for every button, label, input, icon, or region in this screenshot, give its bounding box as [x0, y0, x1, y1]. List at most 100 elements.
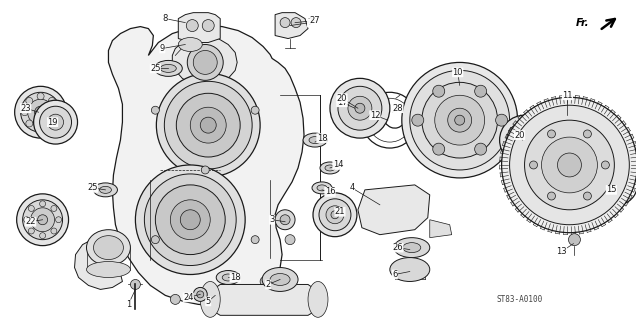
- Ellipse shape: [193, 51, 217, 74]
- Ellipse shape: [21, 109, 28, 116]
- Text: 21: 21: [334, 207, 345, 216]
- Ellipse shape: [475, 85, 487, 97]
- Ellipse shape: [131, 279, 140, 289]
- Ellipse shape: [55, 217, 62, 223]
- Ellipse shape: [448, 108, 471, 132]
- Text: Fr.: Fr.: [576, 18, 589, 28]
- Ellipse shape: [37, 93, 44, 100]
- Ellipse shape: [31, 208, 55, 232]
- Ellipse shape: [309, 137, 321, 144]
- Ellipse shape: [390, 258, 430, 282]
- Ellipse shape: [190, 107, 226, 143]
- Ellipse shape: [313, 193, 357, 237]
- Ellipse shape: [325, 165, 335, 171]
- Ellipse shape: [48, 120, 55, 127]
- Ellipse shape: [422, 82, 497, 158]
- Ellipse shape: [87, 261, 131, 277]
- Text: 28: 28: [392, 104, 403, 113]
- Ellipse shape: [27, 99, 54, 125]
- Ellipse shape: [326, 206, 344, 224]
- Ellipse shape: [39, 201, 46, 207]
- Ellipse shape: [215, 297, 225, 307]
- Ellipse shape: [53, 109, 60, 116]
- Ellipse shape: [34, 100, 78, 144]
- Ellipse shape: [20, 92, 61, 132]
- Ellipse shape: [410, 70, 510, 170]
- Ellipse shape: [193, 287, 207, 301]
- Ellipse shape: [186, 20, 198, 32]
- Ellipse shape: [312, 182, 332, 194]
- Ellipse shape: [37, 125, 44, 132]
- Ellipse shape: [197, 291, 204, 298]
- Text: 27: 27: [310, 16, 320, 25]
- Ellipse shape: [547, 192, 555, 200]
- Ellipse shape: [568, 234, 580, 246]
- Ellipse shape: [510, 105, 629, 225]
- Ellipse shape: [433, 143, 445, 155]
- Ellipse shape: [15, 86, 66, 138]
- Ellipse shape: [515, 130, 534, 150]
- Ellipse shape: [170, 294, 180, 304]
- Ellipse shape: [164, 81, 252, 169]
- Text: 8: 8: [162, 14, 168, 23]
- Text: 10: 10: [452, 68, 463, 77]
- Ellipse shape: [308, 282, 328, 317]
- Ellipse shape: [260, 276, 270, 286]
- Ellipse shape: [39, 106, 71, 138]
- Ellipse shape: [557, 153, 582, 177]
- Polygon shape: [210, 284, 318, 315]
- Ellipse shape: [583, 130, 591, 138]
- Ellipse shape: [251, 106, 259, 114]
- Ellipse shape: [34, 106, 47, 118]
- Ellipse shape: [39, 233, 46, 239]
- Ellipse shape: [23, 200, 62, 240]
- Ellipse shape: [28, 205, 34, 212]
- Ellipse shape: [320, 162, 340, 174]
- Text: 3: 3: [269, 215, 275, 224]
- Ellipse shape: [434, 95, 485, 145]
- Ellipse shape: [99, 186, 111, 193]
- Ellipse shape: [176, 93, 240, 157]
- Polygon shape: [275, 13, 308, 38]
- Ellipse shape: [291, 18, 301, 28]
- Text: 22: 22: [25, 217, 36, 226]
- Ellipse shape: [403, 243, 421, 252]
- Ellipse shape: [455, 115, 464, 125]
- Ellipse shape: [394, 238, 430, 258]
- Ellipse shape: [330, 78, 390, 138]
- Text: 6: 6: [392, 270, 397, 279]
- Ellipse shape: [200, 282, 220, 317]
- Ellipse shape: [280, 18, 290, 28]
- Text: 15: 15: [606, 185, 617, 194]
- Polygon shape: [358, 185, 430, 235]
- Polygon shape: [173, 37, 237, 85]
- Ellipse shape: [524, 120, 614, 210]
- Text: 13: 13: [556, 247, 567, 256]
- Ellipse shape: [520, 136, 529, 144]
- Ellipse shape: [152, 106, 159, 114]
- Text: 9: 9: [160, 44, 165, 53]
- Ellipse shape: [26, 120, 33, 127]
- Ellipse shape: [506, 122, 543, 158]
- Ellipse shape: [24, 217, 30, 223]
- Ellipse shape: [338, 86, 382, 130]
- Ellipse shape: [402, 62, 518, 178]
- Text: 25: 25: [87, 183, 97, 192]
- Ellipse shape: [251, 236, 259, 244]
- Text: 2: 2: [266, 280, 271, 289]
- Ellipse shape: [303, 133, 327, 147]
- Ellipse shape: [26, 98, 33, 104]
- Ellipse shape: [355, 103, 365, 113]
- Ellipse shape: [161, 64, 176, 72]
- Ellipse shape: [529, 161, 538, 169]
- Ellipse shape: [331, 211, 339, 219]
- Text: ST83-A0100: ST83-A0100: [496, 295, 543, 304]
- Ellipse shape: [170, 200, 210, 240]
- Ellipse shape: [499, 115, 550, 165]
- Ellipse shape: [201, 166, 209, 174]
- Text: 24: 24: [183, 293, 194, 302]
- Text: 18: 18: [230, 273, 241, 282]
- Ellipse shape: [48, 114, 64, 130]
- Text: 14: 14: [333, 160, 343, 170]
- Ellipse shape: [94, 183, 117, 197]
